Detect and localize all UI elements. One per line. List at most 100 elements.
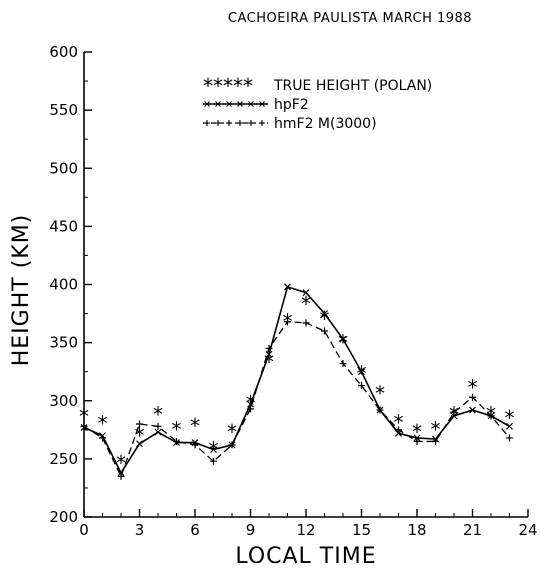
legend: ***** TRUE HEIGHT (POLAN) hpF2 hmF2 M(30… xyxy=(203,74,432,132)
legend-plus-marker xyxy=(237,120,243,126)
x-tick-label: 12 xyxy=(296,521,315,539)
hmf2-point xyxy=(487,412,495,420)
hmf2-point xyxy=(117,472,125,480)
hmf2-point xyxy=(210,457,217,465)
true-height-point: * xyxy=(172,417,182,441)
x-axis-ticks: 0 3 6 9 12 15 18 21 24 xyxy=(79,509,538,539)
hmf2-point xyxy=(302,319,310,327)
x-tick-label: 15 xyxy=(352,521,371,539)
hpf2-point xyxy=(358,368,365,376)
hmf2-point xyxy=(284,318,291,326)
true-height-point: * xyxy=(320,307,330,331)
y-tick-label: 600 xyxy=(49,43,78,61)
true-height-point: * xyxy=(246,391,256,415)
legend-entry-hpf2: hpF2 xyxy=(203,97,309,113)
y-tick-label: 400 xyxy=(49,276,78,294)
legend-x-marker xyxy=(215,101,221,107)
x-tick-label: 21 xyxy=(463,521,482,539)
hmf2-point xyxy=(247,405,254,413)
x-tick-label: 3 xyxy=(135,521,145,539)
hmf2-point xyxy=(228,441,236,449)
y-tick-label: 500 xyxy=(49,159,78,177)
true-height-point: * xyxy=(264,350,274,374)
true-height-point: * xyxy=(357,362,367,386)
hpf2-point xyxy=(339,335,347,343)
legend-plus-marker xyxy=(204,120,210,126)
legend-label-true-height: TRUE HEIGHT (POLAN) xyxy=(273,78,432,94)
hmf2-point xyxy=(413,437,421,445)
hmf2-point xyxy=(469,393,476,401)
y-axis-title: HEIGHT (KM) xyxy=(9,214,34,367)
hmf2-point xyxy=(265,344,273,352)
x-tick-label: 18 xyxy=(407,521,426,539)
hmf2-point xyxy=(395,426,402,434)
hmf2-point xyxy=(376,406,384,414)
legend-x-marker xyxy=(237,101,243,107)
y-tick-label: 350 xyxy=(49,334,78,352)
true-height-point: * xyxy=(190,414,200,438)
true-height-point: * xyxy=(153,402,163,426)
legend-x-marker xyxy=(226,101,232,107)
hmf2-point xyxy=(191,441,199,449)
hmf2-point xyxy=(173,437,180,445)
x-axis-title: LOCAL TIME xyxy=(235,544,376,569)
y-tick-label: 250 xyxy=(49,450,78,468)
x-tick-label: 24 xyxy=(518,521,537,539)
hmf2-point xyxy=(136,420,143,428)
legend-label-hpf2: hpF2 xyxy=(274,97,309,113)
y-tick-label: 200 xyxy=(49,508,78,526)
hmf2-point xyxy=(432,437,439,445)
true-height-point: * xyxy=(431,417,441,441)
legend-entry-hmf2: hmF2 M(3000) xyxy=(203,116,377,132)
legend-plus-marker xyxy=(226,120,232,126)
y-tick-label: 550 xyxy=(49,101,78,119)
true-height-point: * xyxy=(468,376,478,400)
true-height-point: * xyxy=(116,451,126,475)
legend-x-marker xyxy=(204,101,210,107)
true-height-point: * xyxy=(227,420,237,444)
x-tick-label: 6 xyxy=(190,521,200,539)
plot-area: * * * * * * * * * * * * * * * * * * * * * * * * xyxy=(79,283,515,480)
series-line-hmf2 xyxy=(83,321,510,479)
true-height-point: * xyxy=(394,411,404,435)
hpf2-point xyxy=(302,289,310,297)
legend-plus-marker xyxy=(259,120,265,126)
legend-plus-marker xyxy=(248,120,254,126)
hpf2-point xyxy=(154,428,162,436)
legend-plus-marker xyxy=(215,120,221,126)
hpf2-point xyxy=(265,350,273,358)
legend-label-hmf2: hmF2 M(3000) xyxy=(274,116,377,132)
hmf2-point xyxy=(506,434,513,442)
y-tick-label: 300 xyxy=(49,392,78,410)
true-height-point: * xyxy=(486,402,496,426)
y-tick-label: 450 xyxy=(49,217,78,235)
legend-entry-true-height: ***** TRUE HEIGHT (POLAN) xyxy=(203,74,432,98)
legend-x-marker xyxy=(248,101,254,107)
true-height-point: * xyxy=(283,309,293,333)
true-height-point: * xyxy=(79,405,89,429)
series-line-hpf2 xyxy=(83,285,510,475)
x-tick-label: 9 xyxy=(246,521,256,539)
hpf2-point xyxy=(284,283,291,291)
legend-star-markers: ***** xyxy=(203,74,253,98)
true-height-point: * xyxy=(412,420,422,444)
hpf2-point xyxy=(506,422,513,430)
hpf2-point xyxy=(469,406,476,414)
y-axis-ticks: 200 250 300 350 400 450 500 550 600 xyxy=(49,43,92,526)
true-height-point: * xyxy=(375,381,385,405)
legend-plus-markers xyxy=(204,120,265,126)
hmf2-point xyxy=(339,360,347,368)
hmf2-point xyxy=(321,327,328,335)
legend-x-marker xyxy=(259,101,265,107)
hpf2-point xyxy=(210,446,217,453)
hmf2-point xyxy=(99,434,106,442)
true-height-point: * xyxy=(209,437,219,461)
hpf2-point xyxy=(321,310,328,317)
true-height-point: * xyxy=(135,423,145,447)
hmf2-point xyxy=(154,422,162,430)
x-tick-label: 0 xyxy=(79,521,89,539)
hmf2-point xyxy=(358,382,365,390)
hpf2-point xyxy=(136,440,143,448)
true-height-point: * xyxy=(98,412,108,436)
